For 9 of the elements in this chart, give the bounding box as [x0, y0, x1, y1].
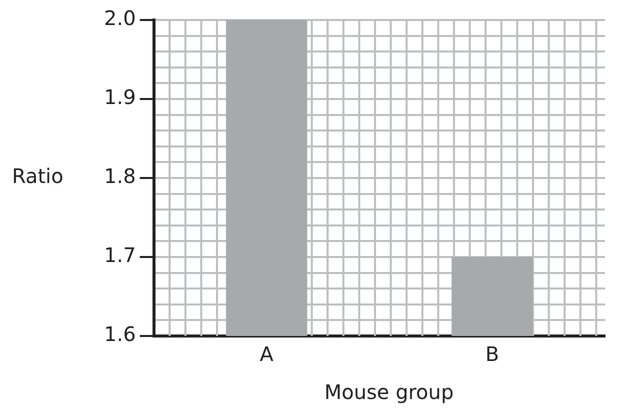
x-axis-title: Mouse group — [323, 380, 455, 404]
y-axis-title: Ratio — [12, 164, 64, 188]
x-tick-label: B — [485, 342, 500, 366]
x-tick-label: A — [260, 342, 274, 366]
y-tick-label: 1.6 — [104, 322, 136, 346]
y-tick-label: 2.0 — [104, 6, 136, 30]
y-tick-label: 1.7 — [104, 243, 136, 268]
y-tick-label: 1.9 — [104, 85, 136, 110]
y-tick-label: 1.8 — [104, 164, 136, 188]
